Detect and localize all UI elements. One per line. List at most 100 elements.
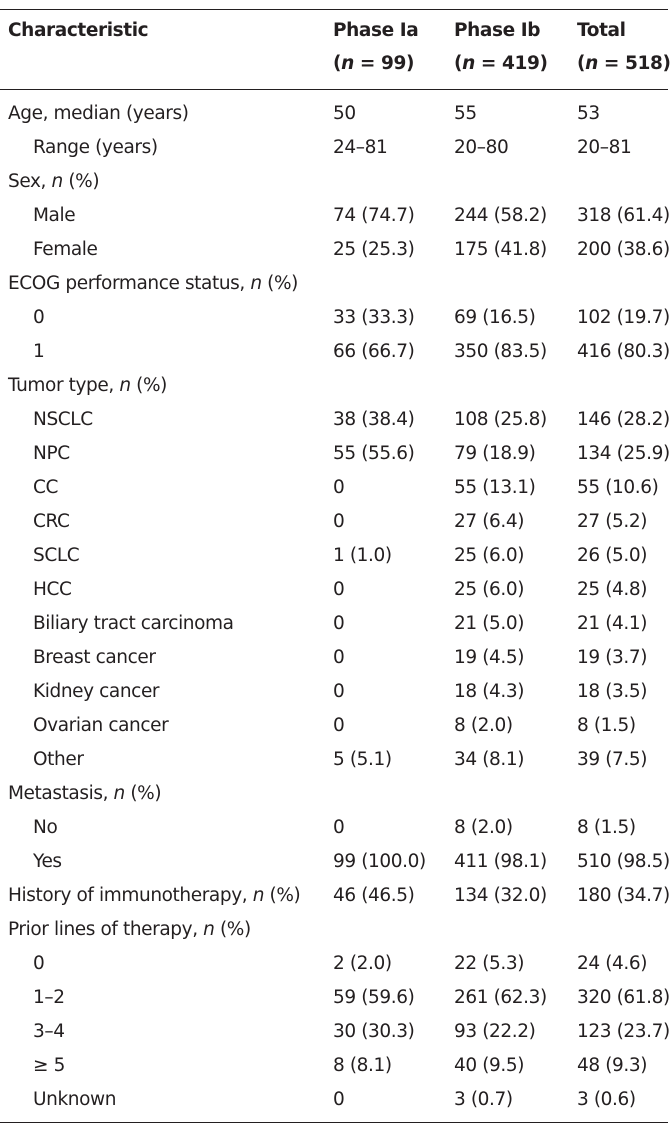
cell-phase-ib: 3 (0.7) <box>454 1089 513 1110</box>
table-row: SCLC 1 (1.0) 25 (6.0) 26 (5.0) <box>0 539 668 573</box>
cell-total: 53 <box>577 103 600 124</box>
row-label: 1 <box>33 341 45 362</box>
row-label: ECOG performance status, n (%) <box>8 273 298 294</box>
cell-total: 320 (61.8) <box>577 987 670 1008</box>
table-row: Kidney cancer 0 18 (4.3) 18 (3.5) <box>0 675 668 709</box>
table-row: History of immunotherapy, n (%) 46 (46.5)… <box>0 879 670 913</box>
row-label: Age, median (years) <box>8 103 189 124</box>
cell-phase-ib: 8 (2.0) <box>454 817 513 838</box>
table-top-rule <box>0 9 668 10</box>
table-row: CRC 0 27 (6.4) 27 (5.2) <box>0 505 668 539</box>
cell-phase-ia: 0 <box>333 1089 345 1110</box>
cell-total: 48 (9.3) <box>577 1055 648 1076</box>
cell-total: 27 (5.2) <box>577 511 648 532</box>
cell-total: 20–81 <box>577 137 632 158</box>
cell-phase-ia: 5 (5.1) <box>333 749 392 770</box>
row-label: 0 <box>33 953 45 974</box>
row-label: Metastasis, n (%) <box>8 783 162 804</box>
cell-total: 26 (5.0) <box>577 545 648 566</box>
cell-total: 55 (10.6) <box>577 477 659 498</box>
row-label: Other <box>33 749 84 770</box>
table-row: 0 33 (33.3) 69 (16.5) 102 (19.7) <box>0 301 670 335</box>
cell-phase-ib: 244 (58.2) <box>454 205 547 226</box>
row-label: Tumor type, n (%) <box>8 375 167 396</box>
cell-phase-ib: 93 (22.2) <box>454 1021 536 1042</box>
cell-phase-ib: 25 (6.0) <box>454 579 525 600</box>
cell-total: 123 (23.7) <box>577 1021 670 1042</box>
cell-phase-ia: 33 (33.3) <box>333 307 415 328</box>
cell-phase-ia: 66 (66.7) <box>333 341 415 362</box>
cell-total: 8 (1.5) <box>577 715 636 736</box>
table-row: No 0 8 (2.0) 8 (1.5) <box>0 811 668 845</box>
row-label: 0 <box>33 307 45 328</box>
cell-phase-ia: 74 (74.7) <box>333 205 415 226</box>
row-label: CC <box>33 477 59 498</box>
cell-total: 19 (3.7) <box>577 647 648 668</box>
row-label: HCC <box>33 579 72 600</box>
cell-total: 8 (1.5) <box>577 817 636 838</box>
cell-total: 102 (19.7) <box>577 307 670 328</box>
cell-phase-ia: 0 <box>333 613 345 634</box>
row-label: Biliary tract carcinoma <box>33 613 234 634</box>
cell-phase-ib: 22 (5.3) <box>454 953 525 974</box>
cell-phase-ia: 46 (46.5) <box>333 885 415 906</box>
row-label: Unknown <box>33 1089 117 1110</box>
cell-total: 3 (0.6) <box>577 1089 636 1110</box>
cell-phase-ib: 20–80 <box>454 137 509 158</box>
cell-phase-ib: 108 (25.8) <box>454 409 547 430</box>
row-label: SCLC <box>33 545 80 566</box>
cell-phase-ib: 134 (32.0) <box>454 885 547 906</box>
table-row: Prior lines of therapy, n (%) <box>0 913 668 947</box>
cell-phase-ia: 0 <box>333 681 345 702</box>
cell-phase-ib: 69 (16.5) <box>454 307 536 328</box>
header-phase-ia-n: (n = 99) <box>333 53 415 74</box>
cell-total: 510 (98.5) <box>577 851 670 872</box>
table-row: 3–4 30 (30.3) 93 (22.2) 123 (23.7) <box>0 1015 670 1049</box>
header-phase-ia-title: Phase Ia <box>333 20 419 41</box>
table-row: Biliary tract carcinoma 0 21 (5.0) 21 (4.1) <box>0 607 668 641</box>
row-label: Prior lines of therapy, n (%) <box>8 919 251 940</box>
table-row: 1 66 (66.7) 350 (83.5) 416 (80.3) <box>0 335 670 369</box>
header-total-title: Total <box>577 20 626 41</box>
cell-total: 21 (4.1) <box>577 613 648 634</box>
header-total-n: (n = 518) <box>577 53 671 74</box>
cell-phase-ia: 25 (25.3) <box>333 239 415 260</box>
cell-phase-ia: 0 <box>333 511 345 532</box>
cell-phase-ib: 18 (4.3) <box>454 681 525 702</box>
cell-phase-ia: 2 (2.0) <box>333 953 392 974</box>
cell-phase-ib: 40 (9.5) <box>454 1055 525 1076</box>
row-label: NSCLC <box>33 409 93 430</box>
cell-phase-ia: 1 (1.0) <box>333 545 392 566</box>
table-row: HCC 0 25 (6.0) 25 (4.8) <box>0 573 668 607</box>
cell-total: 318 (61.4) <box>577 205 670 226</box>
cell-total: 39 (7.5) <box>577 749 648 770</box>
cell-phase-ib: 19 (4.5) <box>454 647 525 668</box>
table-row: Yes 99 (100.0) 411 (98.1) 510 (98.5) <box>0 845 670 879</box>
cell-phase-ia: 24–81 <box>333 137 388 158</box>
cell-phase-ib: 21 (5.0) <box>454 613 525 634</box>
cell-phase-ib: 34 (8.1) <box>454 749 525 770</box>
table-row: Sex, n (%) <box>0 165 668 199</box>
row-label: Ovarian cancer <box>33 715 169 736</box>
cell-total: 25 (4.8) <box>577 579 648 600</box>
cell-phase-ia: 55 (55.6) <box>333 443 415 464</box>
table-row: ≥ 5 8 (8.1) 40 (9.5) 48 (9.3) <box>0 1049 668 1083</box>
row-label: Yes <box>33 851 62 872</box>
row-label: Male <box>33 205 76 226</box>
row-label: Range (years) <box>33 137 158 158</box>
row-label: No <box>33 817 58 838</box>
cell-phase-ia: 99 (100.0) <box>333 851 426 872</box>
table-row: ECOG performance status, n (%) <box>0 267 668 301</box>
cell-phase-ia: 0 <box>333 715 345 736</box>
row-label: Breast cancer <box>33 647 156 668</box>
cell-phase-ib: 8 (2.0) <box>454 715 513 736</box>
table-row: NPC 55 (55.6) 79 (18.9) 134 (25.9) <box>0 437 670 471</box>
cell-phase-ia: 59 (59.6) <box>333 987 415 1008</box>
cell-phase-ib: 350 (83.5) <box>454 341 547 362</box>
table-row: Male 74 (74.7) 244 (58.2) 318 (61.4) <box>0 199 670 233</box>
table-row: Breast cancer 0 19 (4.5) 19 (3.7) <box>0 641 668 675</box>
table-row: Range (years) 24–81 20–80 20–81 <box>0 131 668 165</box>
table-row: Metastasis, n (%) <box>0 777 668 811</box>
cell-total: 200 (38.6) <box>577 239 670 260</box>
cell-total: 24 (4.6) <box>577 953 648 974</box>
